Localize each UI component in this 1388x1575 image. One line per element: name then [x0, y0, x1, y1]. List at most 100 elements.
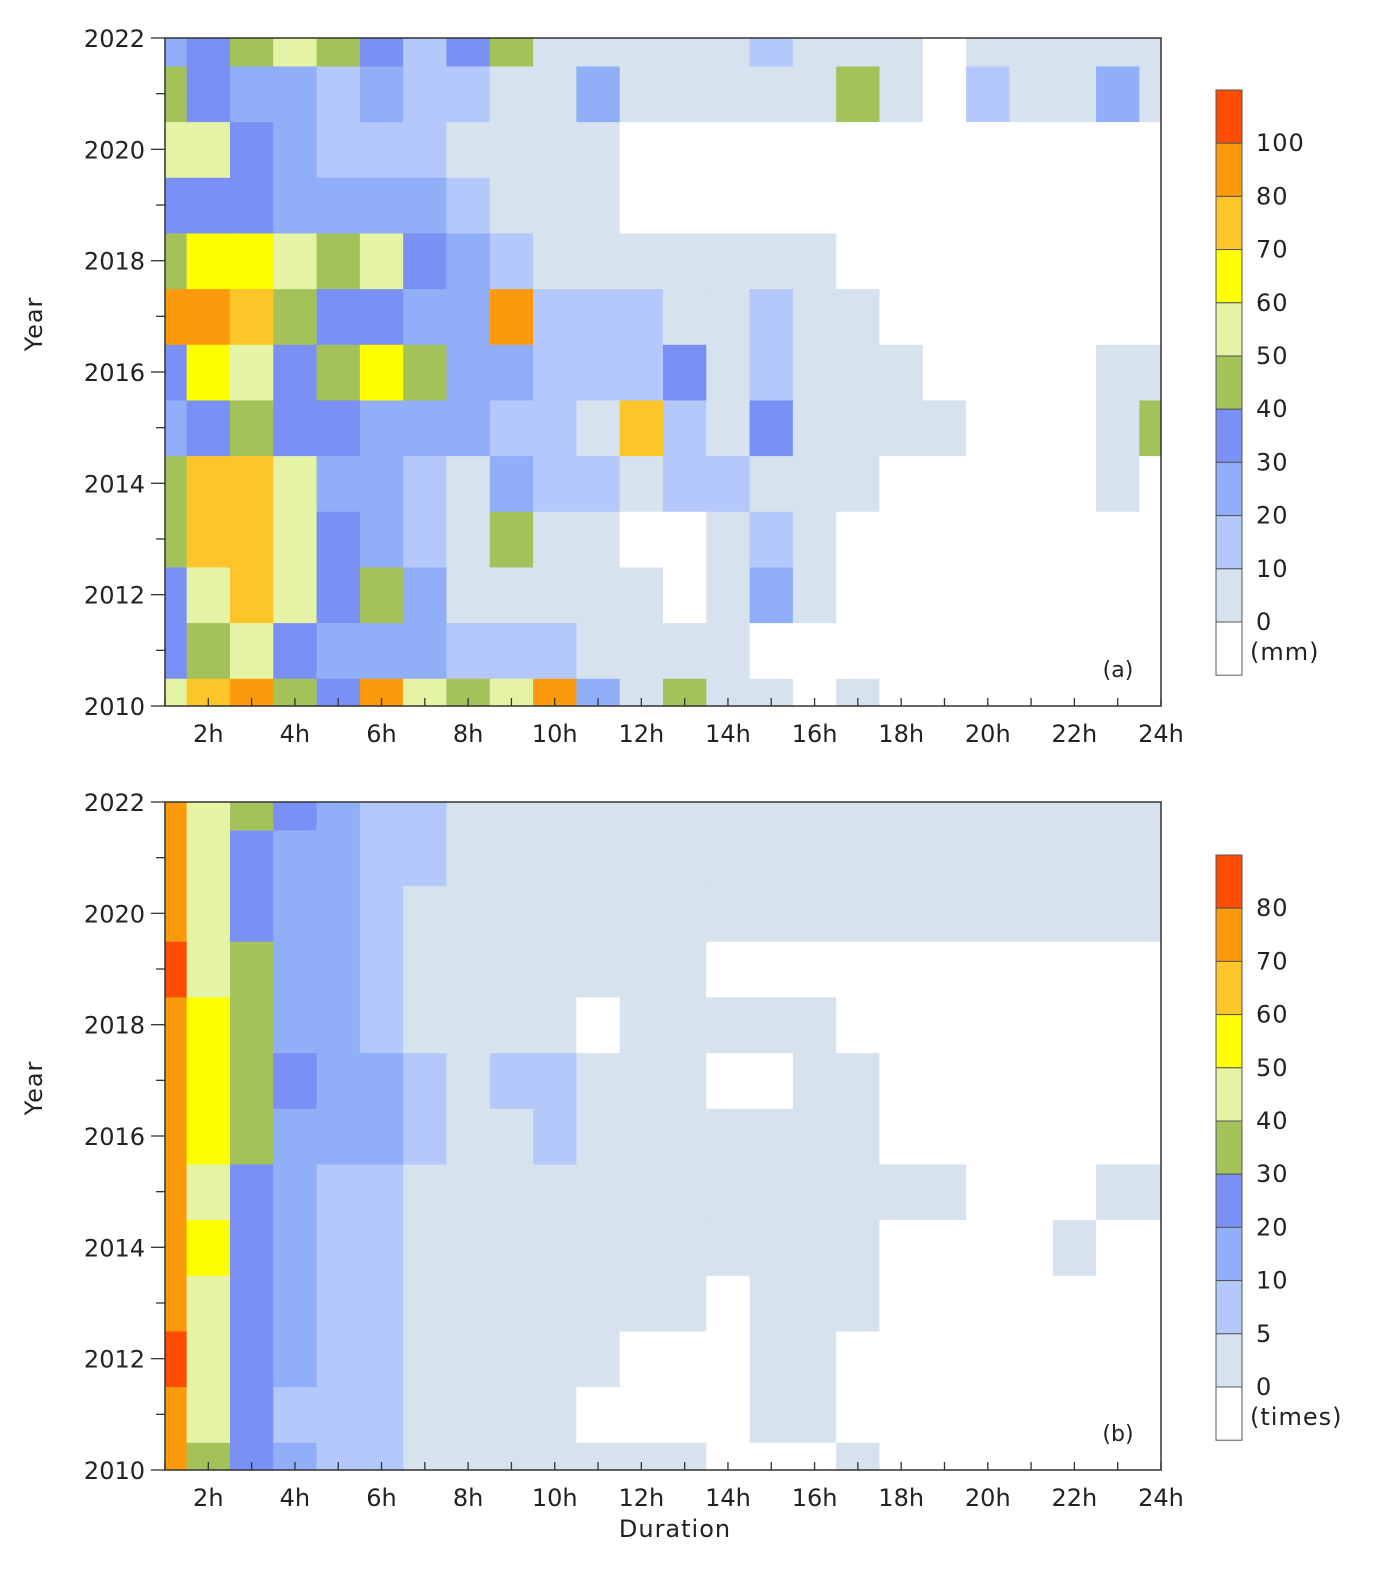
heatmap-cell: [316, 1052, 361, 1109]
heatmap-cell: [879, 941, 924, 998]
heatmap-cell: [533, 1163, 577, 1221]
heatmap-cell: [879, 622, 924, 679]
colorbar-tick-label: 20: [1256, 1213, 1289, 1241]
heatmap-cell: [533, 829, 577, 887]
colorbar-a: 0 10 20 30 40 50 60 70 80 100 (mm): [1215, 89, 1318, 676]
x-tick-label: 24h: [1138, 1484, 1184, 1512]
heatmap-cell: [922, 344, 967, 401]
heatmap-cell: [836, 1052, 881, 1109]
heatmap-cell: [792, 511, 837, 568]
heatmap-cell: [576, 829, 621, 887]
heatmap-cell: [1139, 1108, 1162, 1165]
heatmap-cell: [165, 511, 188, 568]
heatmap-cell: [1009, 566, 1054, 624]
heatmap-cell: [619, 399, 664, 457]
heatmap-cell: [446, 829, 491, 887]
y-tick-label: 2010: [84, 1457, 145, 1485]
heatmap-cell: [619, 829, 664, 887]
heatmap-cell: [966, 829, 1011, 887]
heatmap-cell: [966, 1219, 1011, 1276]
heatmap-cell: [489, 1275, 534, 1332]
heatmap-cell: [663, 622, 707, 679]
heatmap-cell: [186, 941, 231, 998]
heatmap-cell: [165, 232, 188, 290]
heatmap-cell: [186, 455, 231, 512]
heatmap-cell: [619, 1386, 664, 1443]
colorbar-swatch: [1215, 408, 1243, 463]
heatmap-cell: [229, 885, 274, 942]
x-axis-a: 2h 4h 6h 8h 10h 12h 14h 16h 18h 20h 22h 24h: [164, 698, 1184, 748]
heatmap-cell: [966, 941, 1011, 998]
heatmap-cell: [165, 802, 188, 831]
heatmap-cell: [165, 941, 188, 998]
heatmap-cell: [706, 885, 751, 942]
heatmap-cell: [165, 885, 188, 942]
heatmap-cell: [186, 622, 231, 679]
heatmap-cell: [1052, 1163, 1097, 1221]
heatmap-cell: [1009, 65, 1054, 123]
heatmap-cell: [792, 177, 837, 234]
heatmap-cell: [922, 829, 967, 887]
colorbar-swatch: [1215, 195, 1243, 251]
heatmap-cell: [403, 1386, 448, 1443]
heatmap-cell: [1052, 1108, 1097, 1165]
heatmap-cell: [1096, 121, 1140, 178]
heatmap-cell: [403, 65, 448, 123]
x-tick-label: 22h: [1052, 720, 1098, 748]
heatmap-cell: [403, 566, 448, 624]
x-tick-label: 10h: [532, 720, 578, 748]
heatmap-cell: [619, 232, 664, 290]
heatmap-cell: [229, 802, 274, 831]
heatmap-cell: [706, 38, 751, 67]
heatmap-cell: [273, 288, 318, 345]
colorbar-swatch: [1215, 1280, 1243, 1335]
y-tick-label: 2022: [84, 789, 145, 817]
heatmap-cell: [359, 885, 404, 942]
heatmap-cell: [1096, 1108, 1140, 1165]
colorbar-swatch: [1215, 568, 1243, 623]
heatmap-cell: [489, 566, 534, 624]
y-tick-label: 2012: [84, 582, 145, 610]
heatmap-cell: [533, 1330, 577, 1388]
heatmap-cell: [663, 941, 707, 998]
heatmap-cell: [706, 566, 751, 624]
heatmap-cell: [836, 1330, 881, 1388]
heatmap-cell: [836, 802, 881, 831]
heatmap-cell: [1096, 177, 1140, 234]
heatmap-cell: [1096, 1052, 1140, 1109]
heatmap-cell: [879, 177, 924, 234]
heatmap-cell: [446, 996, 491, 1054]
heatmap-cell: [663, 1108, 707, 1165]
heatmap-cell: [403, 177, 448, 234]
heatmap-cell: [1052, 1219, 1097, 1276]
heatmap-cell: [403, 455, 448, 512]
heatmap-cell: [316, 1330, 361, 1388]
heatmap-cell: [1096, 996, 1140, 1054]
heatmap-cell: [446, 622, 491, 679]
heatmap-cell: [403, 288, 448, 345]
heatmap-cell: [792, 1275, 837, 1332]
heatmap-cell: [403, 38, 448, 67]
x-tick-label: 6h: [366, 1484, 396, 1512]
heatmap-cell: [1052, 455, 1097, 512]
heatmap-cell: [879, 1163, 924, 1221]
x-tick-label: 8h: [453, 1484, 483, 1512]
colorbar-tick-label: 60: [1256, 1001, 1289, 1029]
x-tick-label: 10h: [532, 1484, 578, 1512]
heatmap-cell: [1009, 996, 1054, 1054]
heatmap-cell: [879, 1275, 924, 1332]
colorbar-tick-label: 60: [1256, 289, 1289, 317]
y-tick-label: 2014: [84, 470, 145, 498]
heatmap-b: [165, 802, 1162, 1471]
heatmap-cell: [749, 65, 794, 123]
heatmap-cell: [749, 566, 794, 624]
heatmap-cell: [1139, 1386, 1162, 1443]
y-axis-a: 2010 2012 2014 2016 2018 2020 2022: [84, 25, 165, 721]
colorbar-tick-label: 30: [1256, 1160, 1289, 1188]
heatmap-cell: [186, 1219, 231, 1276]
heatmap-cell: [619, 177, 664, 234]
heatmap-cell: [966, 1386, 1011, 1443]
heatmap-cell: [922, 399, 967, 457]
heatmap-cell: [749, 399, 794, 457]
heatmap-cell: [165, 1163, 188, 1221]
